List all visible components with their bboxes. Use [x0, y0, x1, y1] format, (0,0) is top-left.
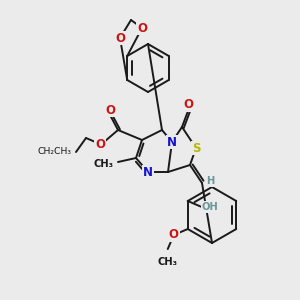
Text: H: H: [206, 176, 214, 186]
Text: O: O: [183, 98, 193, 112]
Text: O: O: [95, 137, 105, 151]
Text: O: O: [105, 103, 115, 116]
Text: N: N: [167, 136, 177, 148]
Text: CH₂CH₃: CH₂CH₃: [38, 148, 72, 157]
Text: O: O: [137, 22, 147, 34]
Text: O: O: [137, 22, 147, 34]
Text: OH: OH: [201, 202, 218, 212]
Text: O: O: [169, 229, 179, 242]
Text: N: N: [143, 166, 153, 178]
Text: CH₃: CH₃: [158, 257, 178, 267]
Text: CH₃: CH₃: [94, 159, 114, 169]
Text: S: S: [192, 142, 200, 154]
Text: O: O: [115, 32, 125, 44]
Text: O: O: [115, 32, 125, 44]
